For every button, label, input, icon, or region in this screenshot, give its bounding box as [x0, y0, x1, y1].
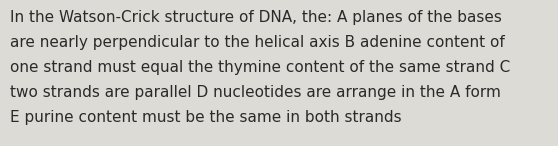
Text: are nearly perpendicular to the helical axis B adenine content of: are nearly perpendicular to the helical …	[10, 35, 505, 50]
Text: one strand must equal the thymine content of the same strand C: one strand must equal the thymine conten…	[10, 60, 510, 75]
Text: two strands are parallel D nucleotides are arrange in the A form: two strands are parallel D nucleotides a…	[10, 85, 501, 100]
Text: In the Watson-Crick structure of DNA, the: A planes of the bases: In the Watson-Crick structure of DNA, th…	[10, 10, 502, 25]
Text: E purine content must be the same in both strands: E purine content must be the same in bot…	[10, 110, 402, 125]
